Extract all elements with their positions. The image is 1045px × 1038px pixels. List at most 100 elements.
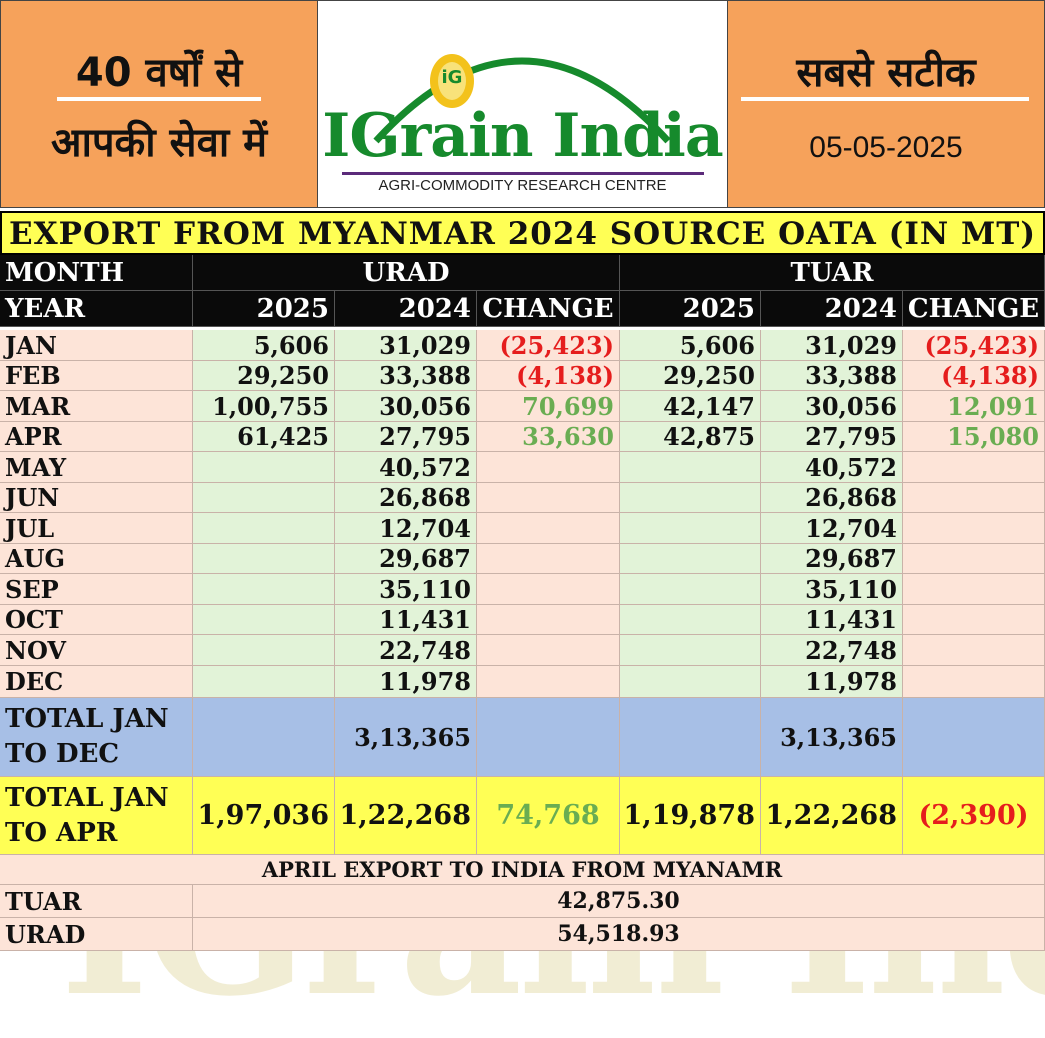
value-cell	[477, 574, 620, 605]
value-cell: 11,431	[761, 605, 903, 635]
total-apr-label: TOTAL JAN TO APR	[0, 777, 193, 855]
value-cell: 27,795	[761, 422, 903, 452]
tuar-header: TUAR	[620, 255, 1045, 291]
value-cell	[620, 605, 761, 635]
value-cell: 26,868	[335, 483, 477, 513]
col-change-tuar: CHANGE	[903, 291, 1045, 327]
col-2024-urad: 2024	[335, 291, 477, 327]
value-cell: 12,091	[903, 391, 1045, 422]
value-cell	[903, 574, 1045, 605]
value-cell	[903, 452, 1045, 483]
value-cell: 33,630	[477, 422, 620, 452]
value-cell: 33,388	[335, 361, 477, 391]
april-export-value: 54,518.93	[193, 918, 1045, 951]
value-cell: 40,572	[335, 452, 477, 483]
value-cell: 30,056	[335, 391, 477, 422]
value-cell	[620, 513, 761, 544]
value-cell	[193, 635, 335, 666]
value-cell	[903, 483, 1045, 513]
value-cell: 1,00,755	[193, 391, 335, 422]
value-cell: (4,138)	[903, 361, 1045, 391]
value-cell	[620, 698, 761, 777]
value-cell	[903, 666, 1045, 698]
value-cell: 29,250	[193, 361, 335, 391]
value-cell: 31,029	[335, 330, 477, 361]
total-dec-label: TOTAL JAN TO DEC	[0, 698, 193, 777]
value-cell	[477, 452, 620, 483]
value-cell	[193, 483, 335, 513]
april-export-value: 42,875.30	[193, 885, 1045, 918]
divider	[741, 97, 1029, 101]
value-cell: 27,795	[335, 422, 477, 452]
value-cell: 15,080	[903, 422, 1045, 452]
value-cell: 11,978	[335, 666, 477, 698]
value-cell	[477, 483, 620, 513]
value-cell	[620, 635, 761, 666]
month-label: SEP	[0, 574, 193, 605]
total-dec-tuar-2024: 3,13,365	[761, 698, 903, 777]
value-cell: 11,431	[335, 605, 477, 635]
value-cell: 42,875	[620, 422, 761, 452]
value-cell	[620, 452, 761, 483]
month-label: AUG	[0, 544, 193, 574]
value-cell	[193, 513, 335, 544]
header-left-panel: 40 वर्षों से आपकी सेवा में	[0, 0, 318, 208]
value-cell	[477, 698, 620, 777]
value-cell	[620, 483, 761, 513]
value-cell: 33,388	[761, 361, 903, 391]
month-label: DEC	[0, 666, 193, 698]
col-2024-tuar: 2024	[761, 291, 903, 327]
value-cell	[477, 544, 620, 574]
value-cell	[620, 544, 761, 574]
value-cell: 22,748	[335, 635, 477, 666]
urad-header: URAD	[193, 255, 620, 291]
value-cell	[903, 635, 1045, 666]
month-label: OCT	[0, 605, 193, 635]
value-cell: 42,147	[620, 391, 761, 422]
value-cell	[193, 452, 335, 483]
month-label: FEB	[0, 361, 193, 391]
total-apr-cell: 1,19,878	[620, 777, 761, 855]
value-cell	[477, 666, 620, 698]
col-2025-tuar: 2025	[620, 291, 761, 327]
total-label-line: TO DEC	[5, 739, 120, 769]
logo-arc-icon	[373, 54, 671, 144]
month-label: NOV	[0, 635, 193, 666]
month-label: JUL	[0, 513, 193, 544]
header-right-panel: सबसे सटीक 05-05-2025	[727, 0, 1045, 208]
total-apr-cell: 74,768	[477, 777, 620, 855]
month-label: MAR	[0, 391, 193, 422]
value-cell	[477, 513, 620, 544]
april-export-label: TUAR	[0, 885, 193, 918]
total-dec-urad-2024: 3,13,365	[335, 698, 477, 777]
tagline-service: आपकी सेवा में	[50, 120, 268, 166]
value-cell: 5,606	[620, 330, 761, 361]
value-cell	[477, 635, 620, 666]
value-cell: 29,687	[761, 544, 903, 574]
col-change-urad: CHANGE	[477, 291, 620, 327]
total-label-line: TO APR	[5, 817, 118, 848]
value-cell	[620, 574, 761, 605]
value-cell: (25,423)	[477, 330, 620, 361]
april-export-title: APRIL EXPORT TO INDIA FROM MYANAMR	[0, 855, 1045, 885]
value-cell: 5,606	[193, 330, 335, 361]
value-cell: 40,572	[761, 452, 903, 483]
value-cell: (25,423)	[903, 330, 1045, 361]
logo-tagline: AGRI-COMMODITY RESEARCH CENTRE	[378, 177, 667, 194]
year-header: YEAR	[0, 291, 193, 327]
value-cell: 12,704	[335, 513, 477, 544]
value-cell: 30,056	[761, 391, 903, 422]
total-apr-cell: 1,22,268	[761, 777, 903, 855]
value-cell	[193, 698, 335, 777]
value-cell	[903, 698, 1045, 777]
value-cell: 61,425	[193, 422, 335, 452]
month-label: JUN	[0, 483, 193, 513]
export-table: IGrain India MONTHURADTUARYEAR20252024CH…	[0, 255, 1045, 1038]
value-cell: 11,978	[761, 666, 903, 698]
tagline-years: 40 वर्षों से	[75, 50, 243, 96]
col-2025-urad: 2025	[193, 291, 335, 327]
report-date: 05-05-2025	[809, 131, 963, 164]
april-export-label: URAD	[0, 918, 193, 951]
month-label: JAN	[0, 330, 193, 361]
divider	[57, 97, 261, 101]
